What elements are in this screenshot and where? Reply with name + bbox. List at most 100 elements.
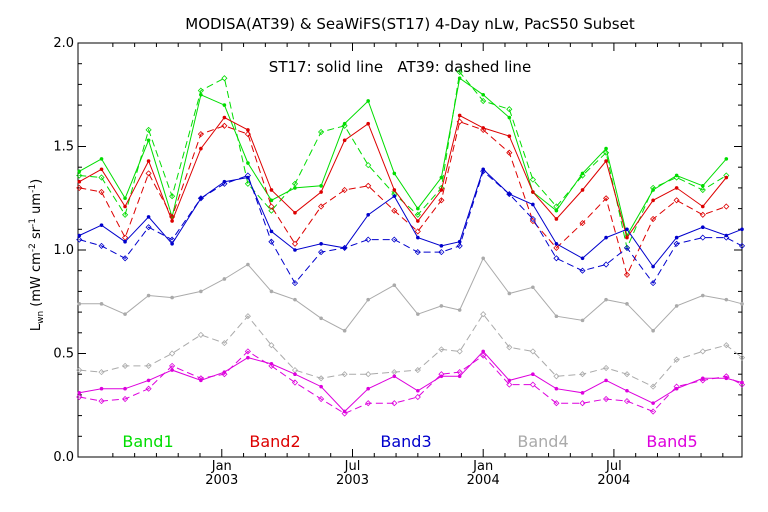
band4-point bbox=[99, 302, 104, 306]
band3-at39-point bbox=[365, 236, 372, 243]
x-tick-year: 2003 bbox=[336, 473, 369, 488]
band5-at39-point bbox=[553, 400, 560, 407]
band3-point bbox=[416, 235, 420, 240]
band4-at39-point bbox=[553, 373, 560, 380]
band1-point bbox=[77, 169, 82, 174]
band4-at39-point bbox=[456, 348, 463, 355]
band2-point bbox=[342, 138, 347, 143]
band3-point bbox=[123, 239, 127, 244]
band2-at39-point bbox=[650, 215, 657, 223]
band5-point bbox=[123, 386, 127, 391]
band4-point bbox=[531, 285, 535, 290]
band2-at39-point bbox=[365, 182, 372, 189]
band4-point bbox=[457, 308, 462, 312]
band1-at39-point bbox=[145, 126, 152, 133]
band3-point bbox=[740, 227, 744, 232]
band3-point bbox=[269, 229, 274, 234]
band4-at39-point bbox=[673, 356, 680, 363]
band5-at39-point bbox=[723, 373, 730, 380]
band5-at39-point bbox=[244, 348, 251, 355]
band4-point bbox=[740, 302, 744, 306]
x-tick-month: Jan bbox=[211, 459, 232, 474]
band1-at39-point bbox=[456, 68, 463, 76]
band5-at39-point bbox=[291, 379, 299, 386]
band1-at39-point bbox=[341, 122, 348, 129]
band2-point bbox=[531, 190, 535, 194]
band2-at39-point bbox=[480, 126, 487, 133]
band5-at39-point bbox=[221, 371, 228, 378]
band3-point bbox=[604, 235, 608, 240]
band2-point bbox=[457, 113, 462, 118]
band5-at39-point bbox=[145, 385, 152, 392]
band1-at39-point bbox=[244, 180, 251, 187]
band5-point bbox=[531, 372, 535, 377]
band4-at39-point bbox=[318, 375, 325, 382]
band4-point bbox=[439, 304, 444, 308]
band-label-3: Band3 bbox=[380, 432, 431, 451]
band4-at39-line bbox=[79, 313, 743, 388]
x-tick-year: 2003 bbox=[205, 473, 238, 488]
band3-line bbox=[79, 168, 743, 268]
band2-point bbox=[554, 217, 559, 221]
band3-point bbox=[439, 244, 444, 248]
band4-point bbox=[146, 293, 151, 298]
band2-at39-point bbox=[673, 197, 680, 204]
band1-point bbox=[439, 175, 444, 180]
band5-point bbox=[77, 391, 82, 395]
band4-point bbox=[77, 302, 82, 306]
band2-at39-point bbox=[699, 211, 706, 218]
band2-point bbox=[319, 190, 323, 194]
y-axis-label-exp1: -2 bbox=[28, 243, 38, 252]
band2-point bbox=[580, 188, 585, 192]
axes: 0.00.51.01.52.0Jan2003Jul2003Jan2004Jul2… bbox=[53, 36, 742, 488]
band5-at39-point bbox=[623, 398, 631, 405]
y-tick-label: 0.5 bbox=[53, 347, 74, 362]
band1-point bbox=[246, 161, 250, 165]
band2-point bbox=[700, 204, 705, 209]
band3-point bbox=[293, 248, 297, 252]
band3-at39-point bbox=[650, 280, 657, 287]
band4-at39-point bbox=[341, 371, 348, 378]
band5-point bbox=[554, 386, 559, 391]
band5-at39-point bbox=[169, 362, 176, 369]
band4-at39-point bbox=[438, 346, 445, 353]
band3-at39-point bbox=[76, 236, 83, 243]
band-label-1: Band1 bbox=[122, 432, 173, 451]
band5-at39-point bbox=[414, 393, 421, 401]
band5-point bbox=[481, 349, 485, 354]
plot-frame bbox=[77, 42, 743, 458]
chart-annotation: ST17: solid line AT39: dashed line bbox=[269, 58, 531, 76]
band2-at39-point bbox=[318, 203, 325, 210]
band4-point bbox=[604, 297, 608, 302]
band3-point bbox=[319, 241, 323, 246]
band4-at39-point bbox=[291, 367, 299, 374]
band-label-2: Band2 bbox=[249, 432, 300, 451]
band1-point bbox=[269, 198, 274, 203]
band4-at39-point bbox=[723, 342, 730, 349]
band2-point bbox=[604, 159, 608, 163]
band1-line bbox=[79, 77, 727, 237]
band4-at39-point bbox=[579, 371, 586, 378]
x-tick-month: Jan bbox=[472, 459, 493, 474]
band4-at39-point bbox=[699, 348, 706, 355]
band5-point bbox=[170, 368, 174, 372]
band1-point bbox=[366, 99, 370, 103]
band4-point bbox=[507, 291, 512, 296]
band3-point bbox=[392, 194, 397, 198]
band3-point bbox=[625, 227, 629, 232]
band5-point bbox=[392, 374, 397, 379]
band5-at39-point bbox=[480, 352, 487, 359]
band3-at39-point bbox=[603, 261, 610, 268]
band1-point bbox=[481, 92, 485, 97]
y-tick-label: 1.5 bbox=[53, 140, 74, 155]
band4-at39-point bbox=[603, 364, 610, 372]
band-labels: Band1 Band2 Band3 Band4 Band5 bbox=[122, 432, 697, 451]
band1-point bbox=[222, 103, 227, 107]
band3-at39-line bbox=[79, 170, 743, 284]
band1-point bbox=[99, 157, 104, 161]
band1-point bbox=[604, 146, 608, 151]
band5-at39-point bbox=[673, 383, 680, 390]
band2-line bbox=[79, 114, 727, 239]
band4-point bbox=[342, 328, 347, 333]
band1-point bbox=[416, 206, 420, 211]
